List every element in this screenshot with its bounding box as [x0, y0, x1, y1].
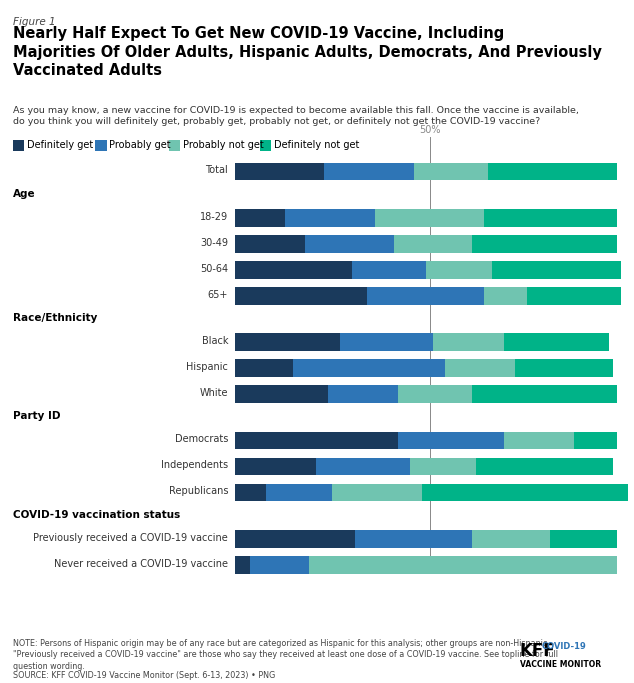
Text: 20%: 20%	[501, 534, 522, 544]
Text: 27%: 27%	[440, 436, 462, 445]
Text: 19%: 19%	[378, 265, 399, 275]
Text: 23%: 23%	[339, 239, 360, 249]
Text: 24%: 24%	[271, 389, 292, 399]
Text: 30%: 30%	[415, 291, 436, 301]
Text: Nearly Half Expect To Get New COVID-19 Vaccine, Including
Majorities Of Older Ad: Nearly Half Expect To Get New COVID-19 V…	[13, 26, 602, 78]
Text: 20%: 20%	[423, 239, 444, 249]
Text: 17%: 17%	[448, 265, 470, 275]
Text: Definitely not get: Definitely not get	[274, 141, 359, 150]
Text: 13%: 13%	[249, 213, 271, 223]
Text: 21%: 21%	[265, 462, 287, 471]
Text: 31%: 31%	[284, 534, 306, 544]
Text: 37%: 37%	[534, 389, 555, 399]
Text: 23%: 23%	[366, 488, 387, 497]
Text: Hispanic: Hispanic	[186, 362, 228, 372]
Text: 18%: 18%	[259, 239, 280, 249]
Text: White: White	[200, 388, 228, 398]
Text: Probably get: Probably get	[109, 141, 171, 150]
Text: 15%: 15%	[253, 363, 275, 373]
Text: SOURCE: KFF COVID-19 Vaccine Monitor (Sept. 6-13, 2023) • PNG: SOURCE: KFF COVID-19 Vaccine Monitor (Se…	[13, 671, 275, 680]
Text: 23%: 23%	[320, 213, 341, 223]
Text: Definitely get: Definitely get	[27, 141, 93, 150]
Text: 17%: 17%	[432, 462, 454, 471]
Text: Black: Black	[202, 336, 228, 346]
Text: 23%: 23%	[358, 167, 380, 176]
Text: 19%: 19%	[440, 167, 462, 176]
Text: 8%: 8%	[243, 488, 258, 497]
Text: 30%: 30%	[403, 534, 425, 544]
Text: 79%: 79%	[452, 560, 474, 570]
Text: 65+: 65+	[208, 290, 228, 300]
Text: Party ID: Party ID	[13, 411, 60, 421]
Text: Race/Ethnicity: Race/Ethnicity	[13, 313, 97, 323]
Text: 35%: 35%	[534, 462, 555, 471]
Text: COVID-19: COVID-19	[542, 642, 587, 651]
Text: Republicans: Republicans	[169, 486, 228, 497]
Text: NOTE: Persons of Hispanic origin may be of any race but are categorized as Hispa: NOTE: Persons of Hispanic origin may be …	[13, 639, 558, 671]
Text: 24%: 24%	[376, 337, 398, 347]
Text: Age: Age	[13, 189, 36, 199]
Text: 18%: 18%	[528, 436, 550, 445]
Text: 33%: 33%	[545, 265, 567, 275]
Text: 39%: 39%	[358, 363, 380, 373]
Text: 27%: 27%	[276, 337, 298, 347]
Text: 11%: 11%	[495, 291, 516, 301]
Text: 37%: 37%	[534, 239, 555, 249]
Text: 28%: 28%	[419, 213, 440, 223]
Text: 24%: 24%	[563, 291, 585, 301]
Text: 53%: 53%	[514, 488, 536, 497]
Text: 33%: 33%	[541, 167, 563, 176]
Text: 15%: 15%	[269, 560, 290, 570]
Text: 27%: 27%	[545, 337, 567, 347]
Text: Probably not get: Probably not get	[183, 141, 263, 150]
Text: 18%: 18%	[469, 363, 491, 373]
Text: Previously received a COVID-19 vaccine: Previously received a COVID-19 vaccine	[34, 533, 228, 543]
Text: 50-64: 50-64	[200, 264, 228, 274]
Text: 30%: 30%	[282, 265, 304, 275]
Text: COVID-19 vaccination status: COVID-19 vaccination status	[13, 510, 180, 520]
Text: 17%: 17%	[573, 534, 594, 544]
Text: 18%: 18%	[353, 389, 374, 399]
Text: 18-29: 18-29	[200, 212, 228, 222]
Text: KFF: KFF	[520, 642, 555, 660]
Text: 42%: 42%	[306, 436, 327, 445]
Text: 50%: 50%	[419, 124, 440, 135]
Text: 25%: 25%	[553, 363, 575, 373]
Text: Democrats: Democrats	[175, 434, 228, 445]
Text: Figure 1: Figure 1	[13, 17, 55, 27]
Text: 17%: 17%	[288, 488, 310, 497]
Text: Never received a COVID-19 vaccine: Never received a COVID-19 vaccine	[55, 559, 228, 569]
Text: 24%: 24%	[353, 462, 374, 471]
Text: 30-49: 30-49	[200, 238, 228, 248]
Text: As you may know, a new vaccine for COVID-19 is expected to become available this: As you may know, a new vaccine for COVID…	[13, 106, 579, 126]
Text: 34%: 34%	[540, 213, 561, 223]
Text: Independents: Independents	[161, 460, 228, 471]
Text: 23%: 23%	[269, 167, 290, 176]
Text: 34%: 34%	[290, 291, 312, 301]
Text: Total: Total	[205, 165, 228, 176]
Text: 19%: 19%	[425, 389, 446, 399]
Text: VACCINE MONITOR: VACCINE MONITOR	[520, 660, 601, 669]
Text: 11%: 11%	[585, 436, 606, 445]
Text: 18%: 18%	[458, 337, 479, 347]
